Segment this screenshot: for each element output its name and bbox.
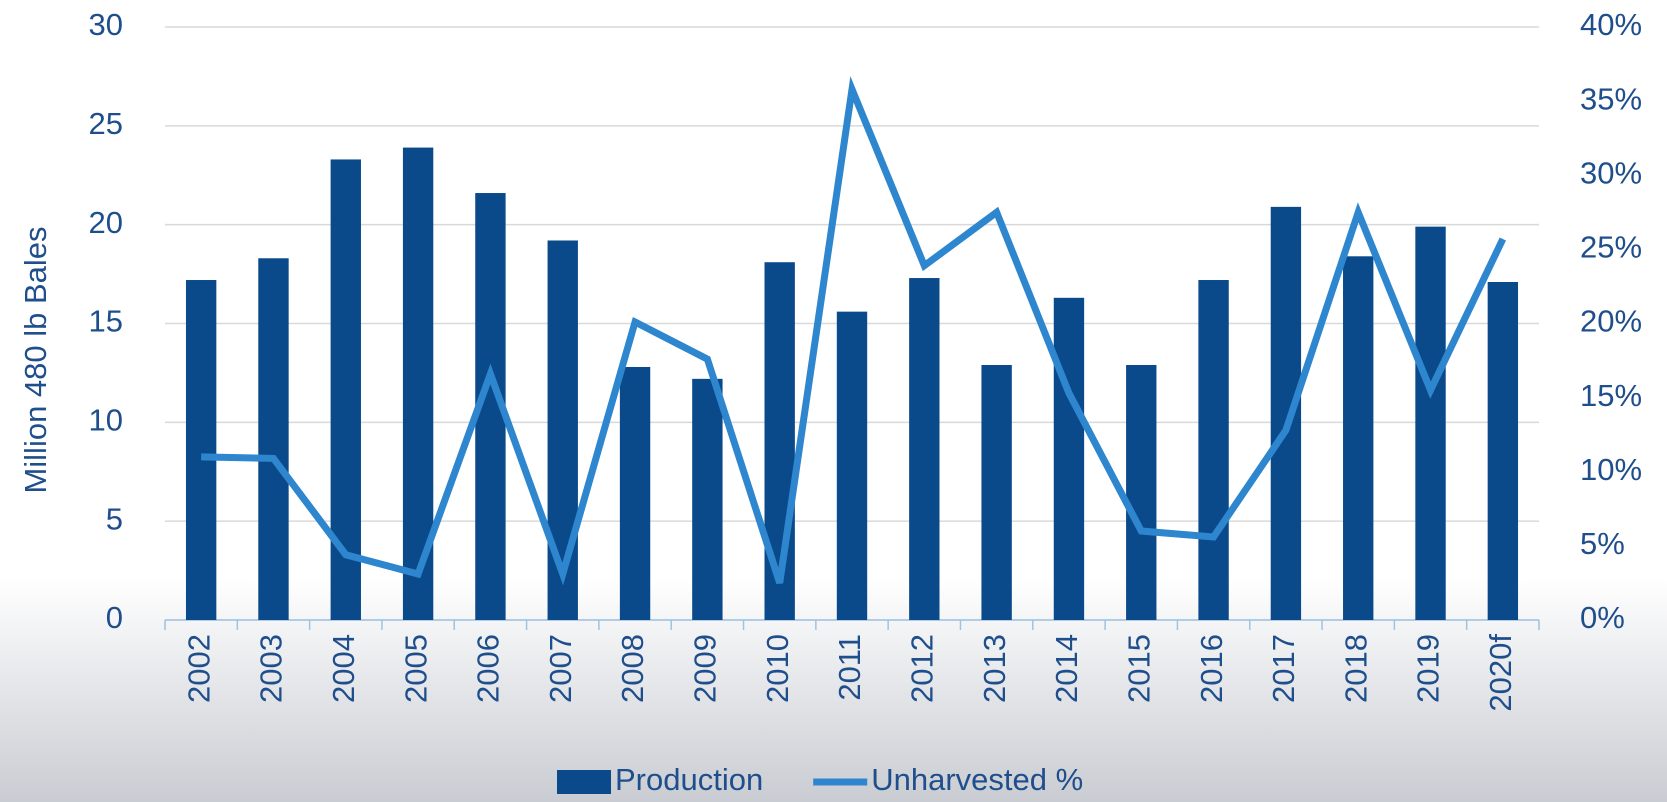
x-tick-label: 2010 [760,634,795,703]
bar [909,278,939,620]
x-tick-label: 2005 [398,634,433,703]
bar [186,280,216,620]
y-tick-label: 0 [106,600,123,635]
y2-tick-label: 30% [1580,155,1642,190]
bar [1271,207,1301,620]
y2-tick-label: 35% [1580,81,1642,116]
x-tick-label: 2011 [832,634,867,701]
bar [1415,227,1445,620]
bar [1198,280,1228,620]
y-tick-label: 25 [89,106,123,141]
bar [620,367,650,620]
x-tick-label: 2002 [181,634,216,703]
y-tick-label: 20 [89,205,123,240]
legend-label: Production [615,762,763,797]
y-axis-title: Million 480 lb Bales [18,226,53,493]
x-tick-label: 2014 [1049,634,1084,703]
bar [1488,282,1518,620]
x-tick-label: 2012 [905,634,940,703]
y2-tick-label: 5% [1580,526,1625,561]
y2-tick-label: 0% [1580,600,1625,635]
y-tick-label: 30 [89,7,123,42]
legend-label: Unharvested % [871,762,1083,797]
y-tick-label: 15 [89,304,123,339]
x-tick-label: 2018 [1338,634,1373,703]
bar [837,312,867,620]
y-tick-label: 10 [89,403,123,438]
x-tick-label: 2009 [688,634,723,703]
bar [1126,365,1156,620]
x-tick-label: 2017 [1266,634,1301,703]
bar [1054,298,1084,620]
bar [692,379,722,620]
x-tick-label: 2003 [254,634,289,703]
legend-swatch [557,770,611,794]
chart: Million 480 lb Bales 0 5 10 15 20 25 30 0% 5% 10%… [0,0,1667,802]
x-tick-label: 2013 [977,634,1012,703]
y2-tick-label: 15% [1580,378,1642,413]
x-tick-label: 2006 [471,634,506,703]
y2-tick-label: 40% [1580,7,1642,42]
bar [258,258,288,620]
x-tick-label: 2019 [1411,634,1446,703]
bar [981,365,1011,620]
x-tick-label: 2008 [615,634,650,703]
bar [1343,256,1373,620]
y2-tick-label: 20% [1580,304,1642,339]
x-tick-label: 2015 [1121,634,1156,703]
y-tick-label: 5 [106,501,123,536]
x-tick-label: 2004 [326,634,361,703]
x-tick-label: 2016 [1194,634,1229,703]
y2-tick-label: 25% [1580,230,1642,265]
y2-tick-label: 10% [1580,452,1642,487]
x-tick-label: 2020f [1483,634,1518,712]
x-tick-label: 2007 [543,634,578,703]
